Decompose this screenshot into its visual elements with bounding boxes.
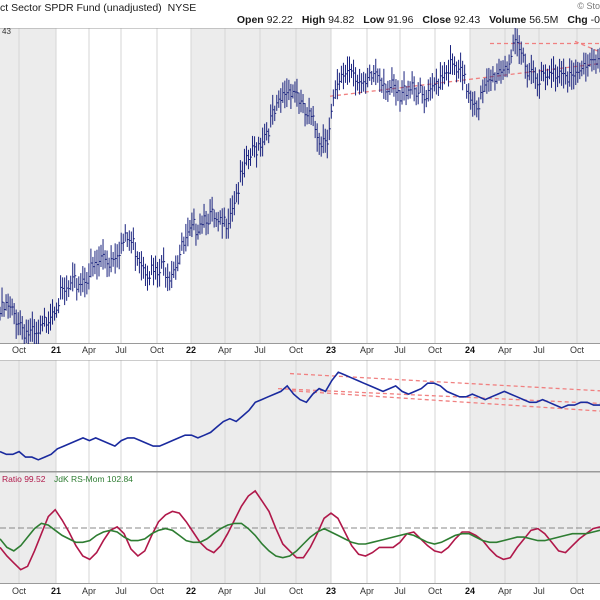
x-tick-label: 24 <box>464 345 476 355</box>
high-label: High <box>301 14 326 26</box>
x-tick-label: Jul <box>533 586 545 596</box>
ratio-legend: Ratio 99.52 <box>2 474 46 484</box>
price-tag: 43 <box>2 28 11 36</box>
x-tick-label: Oct <box>288 345 304 355</box>
x-tick-label: 21 <box>50 345 62 355</box>
close-value: 92.43 <box>453 14 481 26</box>
chart-title: ct Sector SPDR Fund (unadjusted) NYSE <box>0 2 196 14</box>
exchange-label: NYSE <box>167 2 197 14</box>
year-shade <box>0 360 56 472</box>
x-tick-label: Jul <box>115 586 127 596</box>
price-gridlines <box>0 28 600 344</box>
x-tick-label: Apr <box>217 586 233 596</box>
year-shade <box>470 360 600 472</box>
low-value: 91.96 <box>387 14 414 26</box>
x-tick-label: Jul <box>254 345 266 355</box>
low-label: Low <box>363 14 385 26</box>
chg-value: -0 <box>590 14 600 26</box>
x-tick-label: 22 <box>185 586 197 596</box>
x-tick-label: Oct <box>569 345 585 355</box>
x-tick-label: Jul <box>254 586 266 596</box>
x-tick-label: Oct <box>11 345 27 355</box>
rs-channel-lower <box>291 390 600 412</box>
x-tick-label: Oct <box>11 586 27 596</box>
x-tick-label: 22 <box>185 345 197 355</box>
x-tick-label: 23 <box>325 586 337 596</box>
high-value: 94.82 <box>328 14 355 26</box>
x-tick-label: Apr <box>497 586 513 596</box>
x-tick-label: 21 <box>50 586 62 596</box>
close-label: Close <box>422 14 451 26</box>
price-shading <box>0 28 600 344</box>
x-tick-label: Jul <box>533 345 545 355</box>
rs-momentum-line <box>0 522 600 559</box>
chg-label: Chg <box>567 14 588 26</box>
x-axis-price: Oct 21 Apr Jul Oct 22 Apr Jul Oct 23 Apr Jul Oct 24 Ap… <box>0 344 600 358</box>
rs-channel-top <box>289 372 600 392</box>
volume-value: 56.5M <box>529 14 559 26</box>
x-tick-label: Oct <box>569 586 585 596</box>
x-tick-label: Apr <box>81 345 97 355</box>
year-shade <box>0 28 56 344</box>
x-tick-label: Oct <box>427 586 443 596</box>
open-value: 92.22 <box>266 14 293 26</box>
year-shade <box>191 360 331 472</box>
x-tick-label: Oct <box>149 345 165 355</box>
rs-ratio-line <box>0 489 600 571</box>
x-tick-label: Apr <box>497 345 513 355</box>
x-tick-label: Apr <box>359 586 375 596</box>
rrg-indicator-panel: Ratio 99.52 JdK RS-Mom 102.84 <box>0 472 600 584</box>
x-tick-label: Oct <box>427 345 443 355</box>
x-tick-label: Apr <box>359 345 375 355</box>
x-tick-label: 24 <box>464 586 476 596</box>
down-trendline <box>574 40 600 53</box>
quote-summary: Open 92.22 High 94.82 Low 91.96 Close 92… <box>231 14 600 26</box>
rs-line <box>0 371 600 461</box>
x-tick-label: Apr <box>217 345 233 355</box>
x-tick-label: Jul <box>115 345 127 355</box>
x-tick-label: Jul <box>394 586 406 596</box>
fund-name: ct Sector SPDR Fund (unadjusted) <box>0 2 162 14</box>
volume-label: Volume <box>489 14 527 26</box>
x-tick-label: Apr <box>81 586 97 596</box>
rs-shading <box>0 360 600 472</box>
chart-header: ct Sector SPDR Fund (unadjusted) NYSE © S… <box>0 0 600 28</box>
price-panel: 43 <box>0 28 600 344</box>
relative-strength-panel <box>0 360 600 472</box>
x-tick-label: 23 <box>325 345 337 355</box>
mom-legend: JdK RS-Mom 102.84 <box>54 474 133 484</box>
year-shade <box>191 28 331 344</box>
x-tick-label: Jul <box>394 345 406 355</box>
x-tick-label: Oct <box>149 586 165 596</box>
open-label: Open <box>236 14 264 26</box>
price-bars <box>0 28 600 344</box>
brand-mark: © Sto <box>577 1 600 11</box>
x-axis-bottom: Oct 21 Apr Jul Oct 22 Apr Jul Oct 23 Apr Jul Oct 24 Ap… <box>0 585 600 599</box>
x-tick-label: Oct <box>288 586 304 596</box>
